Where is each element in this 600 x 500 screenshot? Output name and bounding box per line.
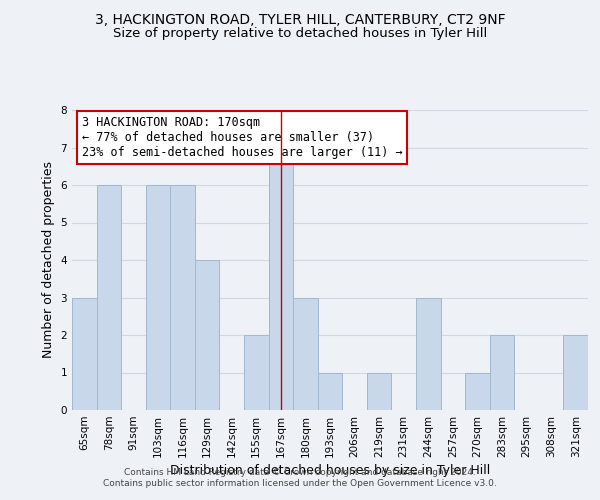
- Bar: [244, 335, 269, 410]
- Bar: [416, 298, 440, 410]
- Bar: [293, 298, 318, 410]
- Bar: [318, 372, 342, 410]
- Text: Size of property relative to detached houses in Tyler Hill: Size of property relative to detached ho…: [113, 28, 487, 40]
- Text: 3, HACKINGTON ROAD, TYLER HILL, CANTERBURY, CT2 9NF: 3, HACKINGTON ROAD, TYLER HILL, CANTERBU…: [95, 12, 505, 26]
- Y-axis label: Number of detached properties: Number of detached properties: [42, 162, 55, 358]
- Text: 3 HACKINGTON ROAD: 170sqm
← 77% of detached houses are smaller (37)
23% of semi-: 3 HACKINGTON ROAD: 170sqm ← 77% of detac…: [82, 116, 403, 159]
- Bar: [146, 185, 170, 410]
- X-axis label: Distribution of detached houses by size in Tyler Hill: Distribution of detached houses by size …: [170, 464, 490, 477]
- Text: Contains HM Land Registry data © Crown copyright and database right 2024.
Contai: Contains HM Land Registry data © Crown c…: [103, 468, 497, 487]
- Bar: [97, 185, 121, 410]
- Bar: [269, 148, 293, 410]
- Bar: [170, 185, 195, 410]
- Bar: [563, 335, 588, 410]
- Bar: [195, 260, 220, 410]
- Bar: [72, 298, 97, 410]
- Bar: [465, 372, 490, 410]
- Bar: [490, 335, 514, 410]
- Bar: [367, 372, 391, 410]
